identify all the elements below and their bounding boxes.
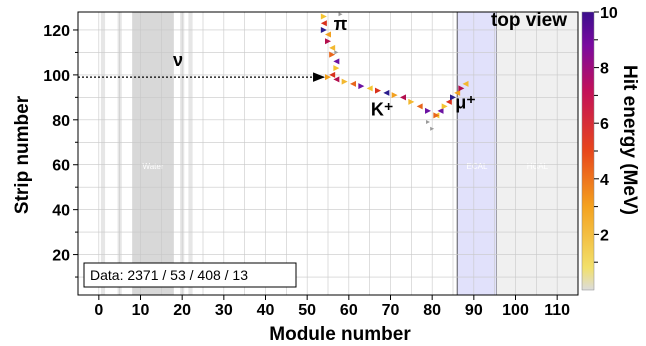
colorbar-tick-label: 8 <box>600 61 609 78</box>
y-tick-label: 40 <box>52 203 70 220</box>
hit-marker <box>458 85 465 92</box>
colorbar-tick-label: 10 <box>600 5 618 22</box>
view-label: top view <box>491 10 567 31</box>
hit-marker <box>320 13 327 20</box>
x-tick-label: 100 <box>502 302 529 319</box>
y-tick-label: 20 <box>52 248 70 265</box>
hit-marker <box>445 98 452 105</box>
hit-marker <box>329 71 336 78</box>
hit-marker <box>325 38 331 45</box>
hit-marker <box>375 87 381 94</box>
colorbar-gradient <box>581 11 595 291</box>
hit-marker <box>366 85 373 92</box>
x-tick-label: 10 <box>132 302 150 319</box>
y-axis-title: Strip number <box>12 95 33 214</box>
x-tick-label: 0 <box>94 302 103 319</box>
hit-marker <box>358 83 365 90</box>
stray-hit-marker <box>430 126 435 131</box>
colorbar-ticks: 2 4 6 8 10 <box>594 5 618 263</box>
hit-tracks <box>320 12 469 131</box>
x-tick-label: 50 <box>298 302 316 319</box>
colorbar-title: Hit energy (MeV) <box>619 65 640 215</box>
hit-marker <box>329 44 336 51</box>
hit-marker <box>437 107 444 114</box>
x-tick-label: 70 <box>382 302 400 319</box>
stray-hit-marker <box>426 120 430 125</box>
stray-hit-marker <box>334 50 339 55</box>
axis-ticks: 0 10 20 30 40 50 60 70 80 90 100 110 20 40 60 80 100 120 <box>43 23 570 319</box>
particle-label: K⁺ <box>371 99 394 119</box>
hit-marker <box>400 94 406 101</box>
hit-marker <box>333 76 340 83</box>
hit-marker <box>408 98 415 105</box>
region-hcal <box>496 12 578 295</box>
info-box: Data: 2371 / 53 / 408 / 13 <box>83 262 297 288</box>
hit-marker <box>454 89 461 96</box>
region-ecal <box>456 11 498 296</box>
hit-marker <box>325 31 331 38</box>
x-tick-label: 60 <box>340 302 358 319</box>
colorbar-tick-label: 4 <box>600 172 609 189</box>
x-tick-label: 20 <box>173 302 191 319</box>
hit-marker <box>320 20 327 27</box>
hit-marker <box>416 103 423 110</box>
y-tick-label: 60 <box>52 158 70 175</box>
target-strip <box>100 12 106 295</box>
x-tick-label: 30 <box>215 302 233 319</box>
hit-marker <box>350 80 356 87</box>
x-axis-title: Module number <box>269 324 411 345</box>
particle-label: π <box>334 14 348 34</box>
info-box-text: Data: 2371 / 53 / 408 / 13 <box>90 267 248 283</box>
hit-marker <box>450 94 456 101</box>
y-tick-label: 100 <box>43 68 70 85</box>
hit-marker <box>462 80 469 87</box>
hit-marker <box>433 112 440 119</box>
hit-marker <box>341 78 348 85</box>
target-strip <box>188 12 193 295</box>
x-tick-label: 90 <box>465 302 483 319</box>
x-tick-label: 110 <box>544 302 570 319</box>
hit-marker <box>425 107 431 114</box>
region-label-ecal: ECAL <box>467 162 488 171</box>
detector-regions: Water ECAL HCAL <box>100 11 578 296</box>
particle-labels: ν π K⁺ μ⁺ <box>173 14 476 119</box>
grid-lines <box>78 12 578 295</box>
hit-marker <box>329 51 336 58</box>
y-tick-label: 120 <box>43 23 70 40</box>
stray-hit-marker <box>338 12 343 17</box>
colorbar-tick-label: 6 <box>600 116 609 133</box>
particle-label: ν <box>173 50 183 70</box>
x-tick-label: 80 <box>423 302 441 319</box>
region-label-hcal: HCAL <box>527 162 549 171</box>
hit-marker <box>333 58 340 65</box>
region-water <box>132 12 174 295</box>
hit-marker <box>320 26 327 33</box>
x-tick-label: 40 <box>257 302 275 319</box>
region-label-water: Water <box>142 162 163 171</box>
colorbar: 2 4 6 8 10 Hit energy (MeV) <box>581 5 640 291</box>
colorbar-tick-label: 2 <box>600 227 609 244</box>
hit-marker <box>391 92 398 99</box>
hit-marker <box>325 74 331 81</box>
y-tick-label: 80 <box>52 113 70 130</box>
hit-marker <box>333 65 340 72</box>
stray-hit-marker <box>342 18 347 23</box>
plot-frame <box>77 11 579 296</box>
hit-marker <box>441 103 448 110</box>
particle-label: μ⁺ <box>455 93 476 113</box>
hit-marker <box>383 89 390 96</box>
